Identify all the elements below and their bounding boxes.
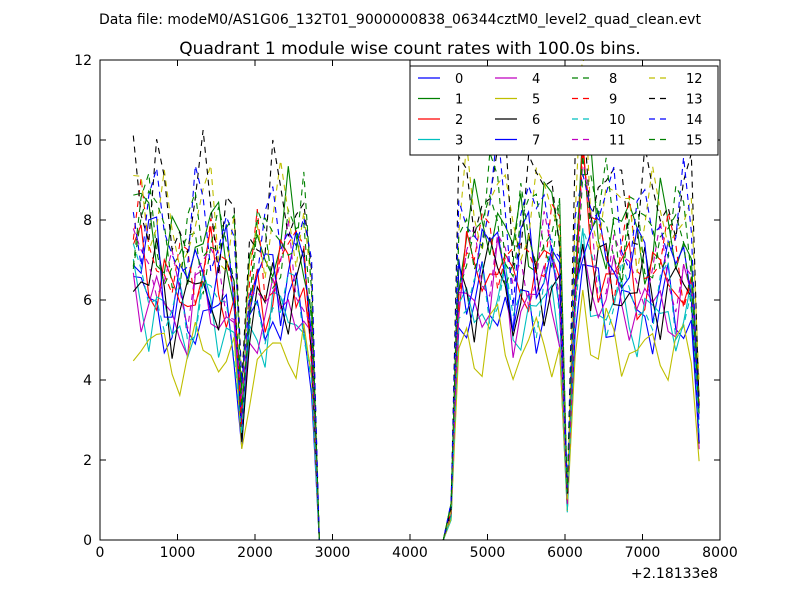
series-line-6 [132,232,700,540]
x-tick-label: 6000 [547,545,583,561]
x-tick-label: 0 [96,545,105,561]
figure-suptitle: Data file: modeM0/AS1G06_132T01_90000008… [99,12,701,28]
x-axis-offset-label: +2.18133e8 [631,566,718,582]
y-tick-label: 10 [74,133,92,149]
x-tick-label: 2000 [237,545,273,561]
series-line-4 [132,237,700,540]
legend-label-5: 5 [532,93,540,108]
y-tick-label: 2 [83,453,92,469]
series-line-5 [132,289,700,540]
series-line-11 [132,159,700,540]
series-line-3 [132,228,700,540]
legend-label-3: 3 [455,134,463,149]
x-tick-label: 5000 [470,545,506,561]
axis-ticks: 0 1000 2000 3000 4000 5000 6000 7000 80000246810… [74,53,738,561]
legend-label-8: 8 [609,72,617,87]
chart-title: Quadrant 1 module wise count rates with … [179,39,640,59]
y-tick-label: 0 [83,533,92,549]
legend-label-15: 15 [686,134,703,149]
legend-label-7: 7 [532,134,540,149]
legend-label-6: 6 [532,113,540,128]
series-line-2 [132,137,700,540]
series-line-7 [132,209,700,540]
y-tick-label: 12 [74,53,92,69]
legend-label-14: 14 [686,113,703,128]
series-line-0 [133,254,700,540]
legend-box [409,65,719,156]
legend-label-2: 2 [455,113,463,128]
x-tick-label: 7000 [625,545,661,561]
series-line-10 [132,229,700,540]
legend-label-1: 1 [455,93,463,108]
series-line-15 [132,152,700,540]
legend-label-12: 12 [686,72,703,87]
legend-label-10: 10 [609,113,626,128]
series-line-13 [132,100,700,540]
series-line-12 [133,60,700,540]
x-tick-label: 8000 [702,545,738,561]
y-tick-label: 6 [83,293,92,309]
y-tick-label: 4 [83,373,92,389]
x-tick-label: 1000 [160,545,196,561]
legend-label-9: 9 [609,93,617,108]
legend-label-4: 4 [532,72,540,87]
legend-label-0: 0 [455,72,463,87]
x-tick-label: 4000 [392,545,428,561]
series-line-1 [133,126,700,540]
series-line-14 [132,126,700,540]
series-line-8 [132,173,700,540]
legend-label-11: 11 [609,134,626,149]
y-tick-label: 8 [83,213,92,229]
legend-label-13: 13 [686,93,703,108]
series-layer [132,60,700,540]
x-tick-label: 3000 [315,545,351,561]
